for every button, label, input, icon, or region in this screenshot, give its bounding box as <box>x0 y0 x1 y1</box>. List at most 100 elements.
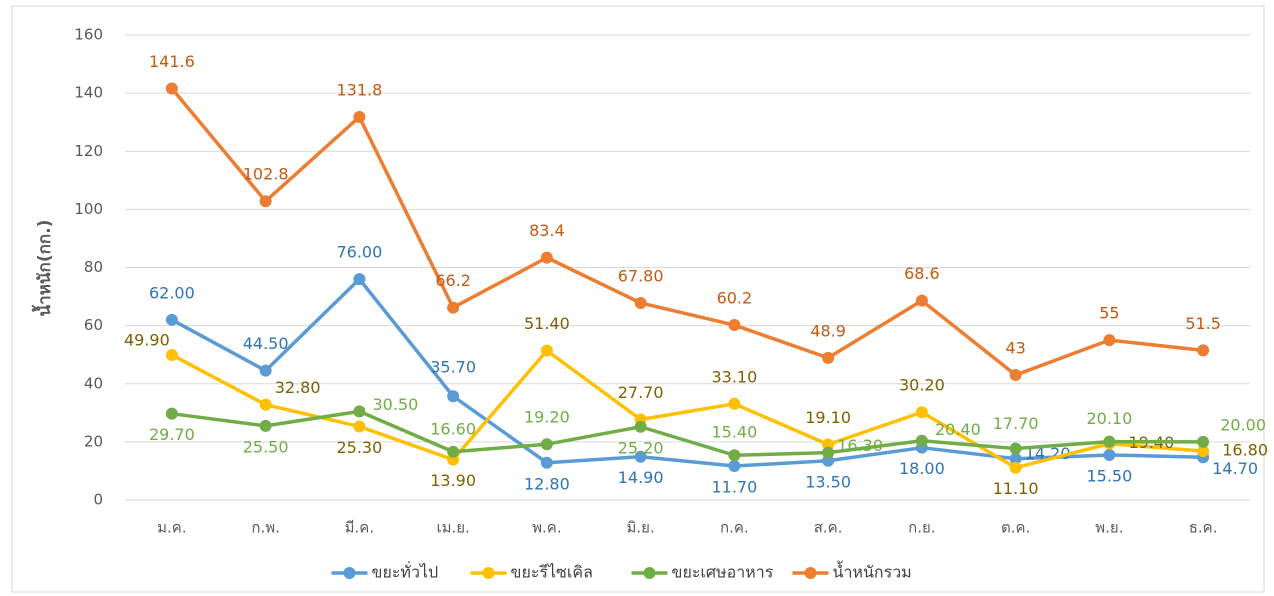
data-label: 11.70 <box>711 477 757 496</box>
data-label: 51.40 <box>524 314 570 333</box>
data-point <box>728 397 741 410</box>
data-label: 60.2 <box>717 289 753 308</box>
data-label: 25.50 <box>243 437 289 456</box>
x-tick-label: พ.ค. <box>532 519 561 537</box>
data-point <box>634 450 647 463</box>
data-label: 48.9 <box>810 321 846 340</box>
data-label: 14.90 <box>618 468 664 487</box>
data-label: 17.70 <box>993 414 1039 433</box>
data-label: 32.80 <box>275 378 321 397</box>
data-point <box>915 294 928 307</box>
data-label: 13.90 <box>430 471 476 490</box>
series-line <box>171 409 1204 457</box>
data-label: 16.30 <box>837 436 883 455</box>
y-axis-title: น้ำหนัก(กก.) <box>31 220 55 317</box>
data-point <box>1009 442 1022 455</box>
data-label: 25.30 <box>336 438 382 457</box>
data-label: 62.00 <box>149 283 195 302</box>
data-label: 131.8 <box>336 80 382 99</box>
data-label: 25.20 <box>618 438 664 457</box>
x-tick-label: มิ.ย. <box>627 519 655 537</box>
legend-marker <box>482 567 495 579</box>
series-line <box>170 87 1204 377</box>
data-label: 13.50 <box>805 472 851 491</box>
data-point <box>540 251 553 264</box>
data-point <box>447 390 460 403</box>
data-point <box>1009 452 1022 465</box>
y-tick-label: 160 <box>74 26 103 44</box>
data-label: 51.5 <box>1185 314 1221 333</box>
data-label: 20.40 <box>935 420 981 439</box>
y-tick-label: 140 <box>74 84 103 102</box>
data-point <box>259 195 272 208</box>
y-tick-label: 120 <box>74 142 103 160</box>
data-label: 35.70 <box>430 358 476 377</box>
y-tick-label: 0 <box>93 491 103 509</box>
x-tick-label: ต.ค. <box>1001 519 1030 537</box>
x-tick-label: ก.ย. <box>908 519 935 537</box>
data-label: 30.20 <box>899 376 945 395</box>
series-line <box>171 348 1204 470</box>
data-point <box>259 398 272 411</box>
data-point <box>1103 448 1116 461</box>
data-point <box>540 438 553 451</box>
data-point <box>353 420 366 433</box>
data-point <box>634 420 647 433</box>
data-point <box>259 419 272 432</box>
data-point <box>540 344 553 357</box>
data-label: 16.80 <box>1222 441 1268 460</box>
legend-label: ขยะเศษอาหาร <box>672 563 774 582</box>
y-tick-label: 20 <box>84 432 103 450</box>
data-point <box>353 273 366 286</box>
data-label: 67.80 <box>618 266 664 285</box>
x-tick-label: เม.ย. <box>436 519 469 537</box>
legend-label: น้ำหนักรวม <box>833 561 912 582</box>
data-label: 19.20 <box>524 408 570 427</box>
data-label: 15.50 <box>1086 466 1132 485</box>
x-tick-label: ม.ค. <box>157 519 186 537</box>
y-tick-label: 40 <box>84 374 103 392</box>
data-point <box>353 110 366 123</box>
legend-label: ขยะทั่วไป <box>372 561 439 582</box>
data-point <box>447 301 460 314</box>
x-tick-label: ก.พ. <box>251 519 280 537</box>
data-label: 68.6 <box>904 264 940 283</box>
data-point <box>634 296 647 309</box>
data-point <box>728 449 741 462</box>
data-point <box>1103 435 1116 448</box>
x-tick-label: ก.ค. <box>720 519 749 537</box>
data-label: 44.50 <box>243 334 289 353</box>
data-point <box>1009 461 1022 474</box>
data-label: 14.70 <box>1212 459 1258 478</box>
data-point <box>1197 344 1210 357</box>
x-tick-label: มี.ค. <box>345 519 374 537</box>
data-label: 29.70 <box>149 425 195 444</box>
data-label: 102.8 <box>243 165 289 184</box>
data-point <box>447 445 460 458</box>
legend-label: ขยะรีไซเคิล <box>511 563 593 582</box>
data-point <box>165 407 178 420</box>
data-label: 19.10 <box>805 408 851 427</box>
y-tick-label: 60 <box>84 316 103 334</box>
y-tick-label: 100 <box>74 200 103 218</box>
x-tick-label: ส.ค. <box>814 519 843 537</box>
x-tick-label: พ.ย. <box>1095 519 1123 537</box>
data-label: 66.2 <box>435 271 471 290</box>
data-label: 18.00 <box>899 459 945 478</box>
y-tick-label: 80 <box>84 258 103 276</box>
data-label: 49.90 <box>124 330 170 349</box>
data-label: 83.4 <box>529 221 565 240</box>
data-point <box>915 434 928 447</box>
data-label: 15.40 <box>711 423 757 442</box>
data-point <box>540 456 553 469</box>
data-label: 43 <box>1005 339 1025 358</box>
series-line <box>171 277 1204 468</box>
data-point <box>165 348 178 361</box>
data-point <box>822 351 835 364</box>
data-point <box>165 82 178 95</box>
data-point <box>165 313 178 326</box>
data-label: 33.10 <box>711 367 757 386</box>
data-label: 14.20 <box>1025 444 1071 463</box>
data-label: 55 <box>1099 304 1119 323</box>
